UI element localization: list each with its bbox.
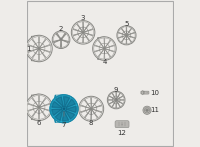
Polygon shape: [66, 99, 75, 108]
Polygon shape: [55, 111, 63, 121]
Text: 2: 2: [59, 26, 63, 40]
Polygon shape: [66, 106, 76, 113]
Polygon shape: [52, 101, 62, 108]
Text: 5: 5: [124, 21, 129, 32]
Polygon shape: [52, 109, 62, 116]
Text: 4: 4: [102, 51, 107, 65]
Text: 6: 6: [37, 110, 41, 126]
Polygon shape: [63, 96, 70, 107]
Polygon shape: [141, 91, 144, 94]
Circle shape: [103, 47, 106, 50]
Circle shape: [90, 107, 93, 110]
Text: 10: 10: [147, 90, 159, 96]
Circle shape: [125, 34, 128, 36]
FancyBboxPatch shape: [143, 91, 149, 94]
Polygon shape: [56, 33, 60, 39]
Circle shape: [63, 108, 65, 110]
Polygon shape: [54, 40, 60, 43]
Circle shape: [37, 106, 41, 109]
Polygon shape: [62, 33, 66, 39]
Circle shape: [82, 31, 85, 34]
Polygon shape: [62, 40, 68, 43]
Circle shape: [143, 106, 151, 114]
Text: 12: 12: [118, 124, 126, 136]
Polygon shape: [65, 111, 75, 119]
Text: 1: 1: [26, 46, 36, 51]
Circle shape: [26, 35, 52, 62]
Text: 8: 8: [89, 112, 93, 126]
Circle shape: [93, 37, 116, 60]
Text: 11: 11: [147, 107, 159, 113]
Polygon shape: [56, 97, 63, 107]
Circle shape: [115, 99, 117, 101]
Circle shape: [37, 47, 41, 50]
Text: 7: 7: [62, 112, 66, 128]
Circle shape: [50, 95, 78, 123]
Polygon shape: [62, 111, 69, 121]
Ellipse shape: [54, 95, 57, 122]
Circle shape: [61, 106, 66, 111]
Polygon shape: [60, 41, 62, 47]
Circle shape: [146, 109, 148, 111]
Text: 9: 9: [114, 87, 118, 100]
Circle shape: [26, 94, 52, 121]
FancyBboxPatch shape: [115, 121, 129, 128]
Text: 3: 3: [81, 15, 85, 30]
Circle shape: [60, 38, 62, 41]
